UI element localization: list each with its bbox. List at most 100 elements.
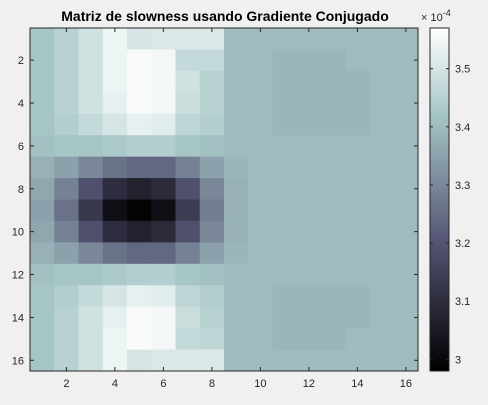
heatmap-cell [199, 156, 225, 179]
heatmap-cell [248, 263, 273, 286]
heatmap-cell [345, 135, 370, 158]
heatmap-cell [321, 199, 346, 222]
heatmap-cell [30, 113, 55, 136]
heatmap-cell [54, 328, 79, 350]
heatmap-cell [199, 242, 225, 265]
heatmap-cell [369, 92, 395, 115]
y-tick-label: 10 [12, 227, 24, 239]
heatmap-cell [393, 178, 419, 200]
heatmap-cell [102, 220, 128, 243]
heatmap-cell [175, 135, 201, 158]
heatmap-cell [393, 263, 419, 286]
heatmap-cell [30, 49, 55, 72]
heatmap-cell [345, 220, 370, 243]
heatmap-cell [127, 220, 152, 243]
colorbar-frame [429, 27, 450, 372]
heatmap-cell [272, 92, 298, 115]
heatmap-cell [248, 285, 273, 308]
heatmap-cell [272, 70, 298, 93]
heatmap-cell [272, 113, 298, 136]
heatmap-cell [248, 220, 273, 243]
heatmap-cell [321, 70, 346, 93]
heatmap-cell [369, 178, 395, 200]
heatmap-cell [345, 263, 370, 286]
heatmap-cell [321, 242, 346, 265]
heatmap-cell [30, 178, 55, 200]
heatmap-cell [248, 92, 273, 115]
heatmap-cell [102, 199, 128, 222]
heatmap-cell [248, 156, 273, 179]
heatmap-cell [54, 135, 79, 158]
heatmap-cell [199, 49, 225, 72]
heatmap-cell [102, 178, 128, 200]
heatmap-cell [393, 242, 419, 265]
heatmap-cell [78, 178, 104, 200]
heatmap-cell [54, 285, 79, 308]
heatmap-cell [30, 156, 55, 179]
heatmap-cell [272, 28, 298, 50]
colorbar-exponent-power: -4 [443, 8, 451, 18]
x-tick-label: 4 [112, 378, 118, 390]
heatmap-cell [175, 328, 201, 350]
heatmap-cell [224, 70, 249, 93]
heatmap-cell [345, 28, 370, 50]
heatmap-cell [199, 328, 225, 350]
heatmap-cell [321, 113, 346, 136]
x-tick-label: 16 [400, 378, 412, 390]
heatmap-cell [321, 263, 346, 286]
heatmap-cell [296, 349, 322, 372]
heatmap-cell [30, 70, 55, 93]
heatmap-cell [248, 178, 273, 200]
heatmap-cell [199, 285, 225, 308]
heatmap-cell [369, 328, 395, 350]
heatmap-cell [78, 349, 104, 372]
heatmap-cell [127, 113, 152, 136]
heatmap-cell [127, 135, 152, 158]
heatmap-cell [272, 328, 298, 350]
x-tick-label: 2 [63, 378, 69, 390]
y-tick-label: 8 [18, 184, 24, 196]
heatmap-cell [78, 49, 104, 72]
heatmap-cell [30, 135, 55, 158]
heatmap-cell [151, 349, 176, 372]
heatmap-cell [102, 113, 128, 136]
heatmap-cell [345, 156, 370, 179]
heatmap-cell [369, 263, 395, 286]
heatmap-cell [78, 242, 104, 265]
x-tick-label: 14 [351, 378, 363, 390]
heatmap-cell [54, 49, 79, 72]
heatmap-cell [30, 306, 55, 329]
heatmap-cell [272, 349, 298, 372]
heatmap-cell [296, 306, 322, 329]
heatmap-cell [393, 70, 419, 93]
x-tick-label: 12 [303, 378, 315, 390]
heatmap-cell [369, 199, 395, 222]
heatmap-cell [321, 349, 346, 372]
x-tick-label: 6 [160, 378, 166, 390]
heatmap-cell [345, 178, 370, 200]
colorbar-gradient [430, 28, 449, 371]
heatmap-cell [224, 349, 249, 372]
heatmap-cell [54, 178, 79, 200]
heatmap-cell [151, 263, 176, 286]
heatmap-cell [369, 220, 395, 243]
heatmap-cell [369, 49, 395, 72]
heatmap-cell [224, 28, 249, 50]
heatmap-cell [127, 263, 152, 286]
colorbar-tick-label: 3.1 [455, 296, 470, 308]
heatmap-cell [78, 263, 104, 286]
heatmap-cell [393, 135, 419, 158]
heatmap-cell [296, 92, 322, 115]
heatmap-cell [296, 263, 322, 286]
heatmap-cell [151, 328, 176, 350]
heatmap-cell [102, 70, 128, 93]
heatmap-cell [175, 49, 201, 72]
heatmap-cell [175, 199, 201, 222]
heatmap-cell [248, 113, 273, 136]
heatmap-cell [393, 328, 419, 350]
heatmap-cell [321, 285, 346, 308]
chart-title: Matriz de slowness usando Gradiente Conj… [61, 8, 389, 24]
heatmap-cell [54, 263, 79, 286]
heatmap-cell [127, 349, 152, 372]
heatmap-cell [175, 156, 201, 179]
